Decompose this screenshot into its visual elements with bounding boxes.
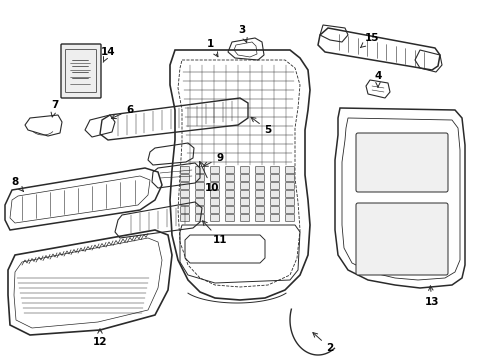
FancyBboxPatch shape [286,190,294,198]
FancyBboxPatch shape [225,190,235,198]
FancyBboxPatch shape [286,198,294,206]
Text: 2: 2 [313,333,334,353]
FancyBboxPatch shape [356,133,448,192]
FancyBboxPatch shape [225,183,235,189]
FancyBboxPatch shape [180,198,190,206]
FancyBboxPatch shape [241,215,249,221]
Text: 12: 12 [93,329,107,347]
FancyBboxPatch shape [241,175,249,181]
FancyBboxPatch shape [196,207,204,213]
Text: 1: 1 [206,39,218,57]
FancyBboxPatch shape [196,175,204,181]
Text: 4: 4 [374,71,382,87]
FancyBboxPatch shape [241,183,249,189]
FancyBboxPatch shape [225,198,235,206]
FancyBboxPatch shape [211,183,220,189]
FancyBboxPatch shape [225,175,235,181]
FancyBboxPatch shape [180,207,190,213]
FancyBboxPatch shape [211,190,220,198]
FancyBboxPatch shape [356,203,448,275]
FancyBboxPatch shape [255,190,265,198]
FancyBboxPatch shape [255,175,265,181]
FancyBboxPatch shape [211,215,220,221]
FancyBboxPatch shape [270,207,279,213]
FancyBboxPatch shape [286,207,294,213]
FancyBboxPatch shape [286,215,294,221]
FancyBboxPatch shape [286,175,294,181]
FancyBboxPatch shape [180,190,190,198]
Text: 14: 14 [100,47,115,62]
FancyBboxPatch shape [255,183,265,189]
FancyBboxPatch shape [255,207,265,213]
FancyBboxPatch shape [255,198,265,206]
FancyBboxPatch shape [241,207,249,213]
FancyBboxPatch shape [241,190,249,198]
Text: 9: 9 [203,153,223,166]
FancyBboxPatch shape [211,175,220,181]
FancyBboxPatch shape [270,183,279,189]
FancyBboxPatch shape [286,183,294,189]
Text: 6: 6 [112,105,134,118]
FancyBboxPatch shape [211,198,220,206]
FancyBboxPatch shape [225,215,235,221]
FancyBboxPatch shape [270,215,279,221]
FancyBboxPatch shape [180,166,190,174]
FancyBboxPatch shape [225,207,235,213]
Text: 5: 5 [251,117,271,135]
FancyBboxPatch shape [241,166,249,174]
Text: 7: 7 [51,100,59,117]
FancyBboxPatch shape [196,190,204,198]
FancyBboxPatch shape [196,166,204,174]
Text: 15: 15 [361,33,379,48]
FancyBboxPatch shape [255,166,265,174]
FancyBboxPatch shape [211,166,220,174]
Text: 10: 10 [199,162,219,193]
FancyBboxPatch shape [61,44,101,98]
FancyBboxPatch shape [225,166,235,174]
FancyBboxPatch shape [255,215,265,221]
FancyBboxPatch shape [286,166,294,174]
Text: 11: 11 [202,221,227,245]
FancyBboxPatch shape [241,198,249,206]
FancyBboxPatch shape [211,207,220,213]
FancyBboxPatch shape [180,215,190,221]
FancyBboxPatch shape [270,166,279,174]
FancyBboxPatch shape [270,190,279,198]
FancyBboxPatch shape [196,183,204,189]
FancyBboxPatch shape [180,175,190,181]
FancyBboxPatch shape [180,183,190,189]
FancyBboxPatch shape [270,175,279,181]
FancyBboxPatch shape [196,215,204,221]
FancyBboxPatch shape [196,198,204,206]
Text: 8: 8 [11,177,24,192]
Text: 13: 13 [425,286,439,307]
Text: 3: 3 [238,25,247,42]
FancyBboxPatch shape [270,198,279,206]
